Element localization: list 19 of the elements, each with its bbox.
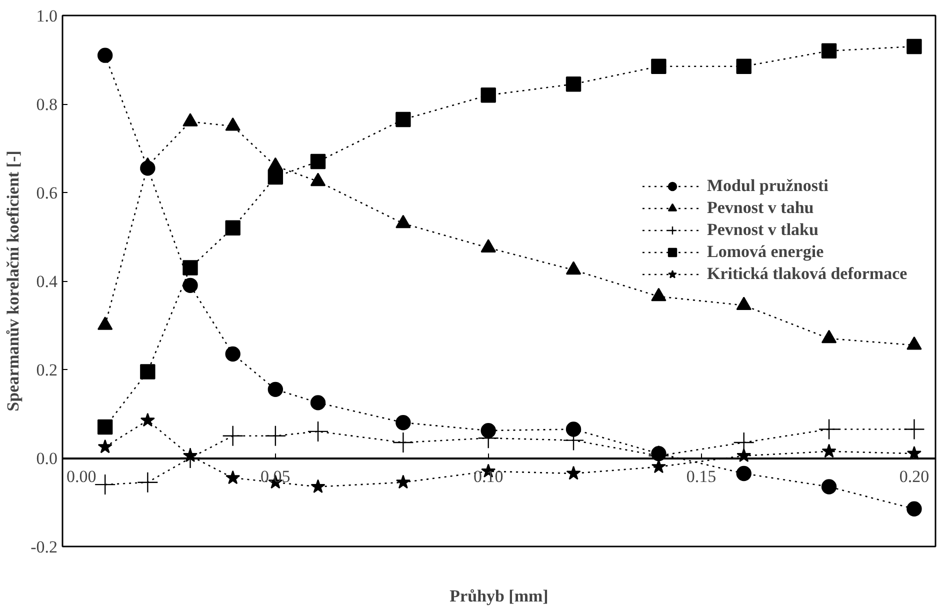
legend-label: Kritická tlaková deformace: [707, 264, 908, 284]
legend-label: Lomová energie: [707, 242, 824, 262]
y-tick-label: 0.4: [36, 272, 58, 291]
y-tick-label: 0.6: [36, 184, 58, 202]
x-axis-title: Průhyb [mm]: [450, 586, 548, 606]
y-tick-label: 0.0: [36, 449, 58, 468]
y-axis-title: Spearmanův korelační koeficient [-]: [4, 150, 23, 412]
legend-label: Pevnost v tahu: [707, 198, 814, 218]
x-tick-label: 0.00: [66, 467, 96, 486]
y-tick-label: 0.8: [36, 95, 58, 114]
x-tick-label: 0.20: [899, 467, 930, 486]
x-tick-label: 0.15: [686, 467, 716, 486]
y-tick-label: -0.2: [30, 538, 58, 556]
x-tick-label: 0.10: [473, 467, 504, 486]
legend-label: Modul pružnosti: [707, 176, 828, 196]
y-tick-label: 0.2: [36, 360, 58, 380]
y-tick-label: 1.0: [36, 6, 58, 26]
x-tick-label: 0.05: [260, 467, 290, 486]
legend-label: Pevnost v tlaku: [707, 220, 818, 240]
